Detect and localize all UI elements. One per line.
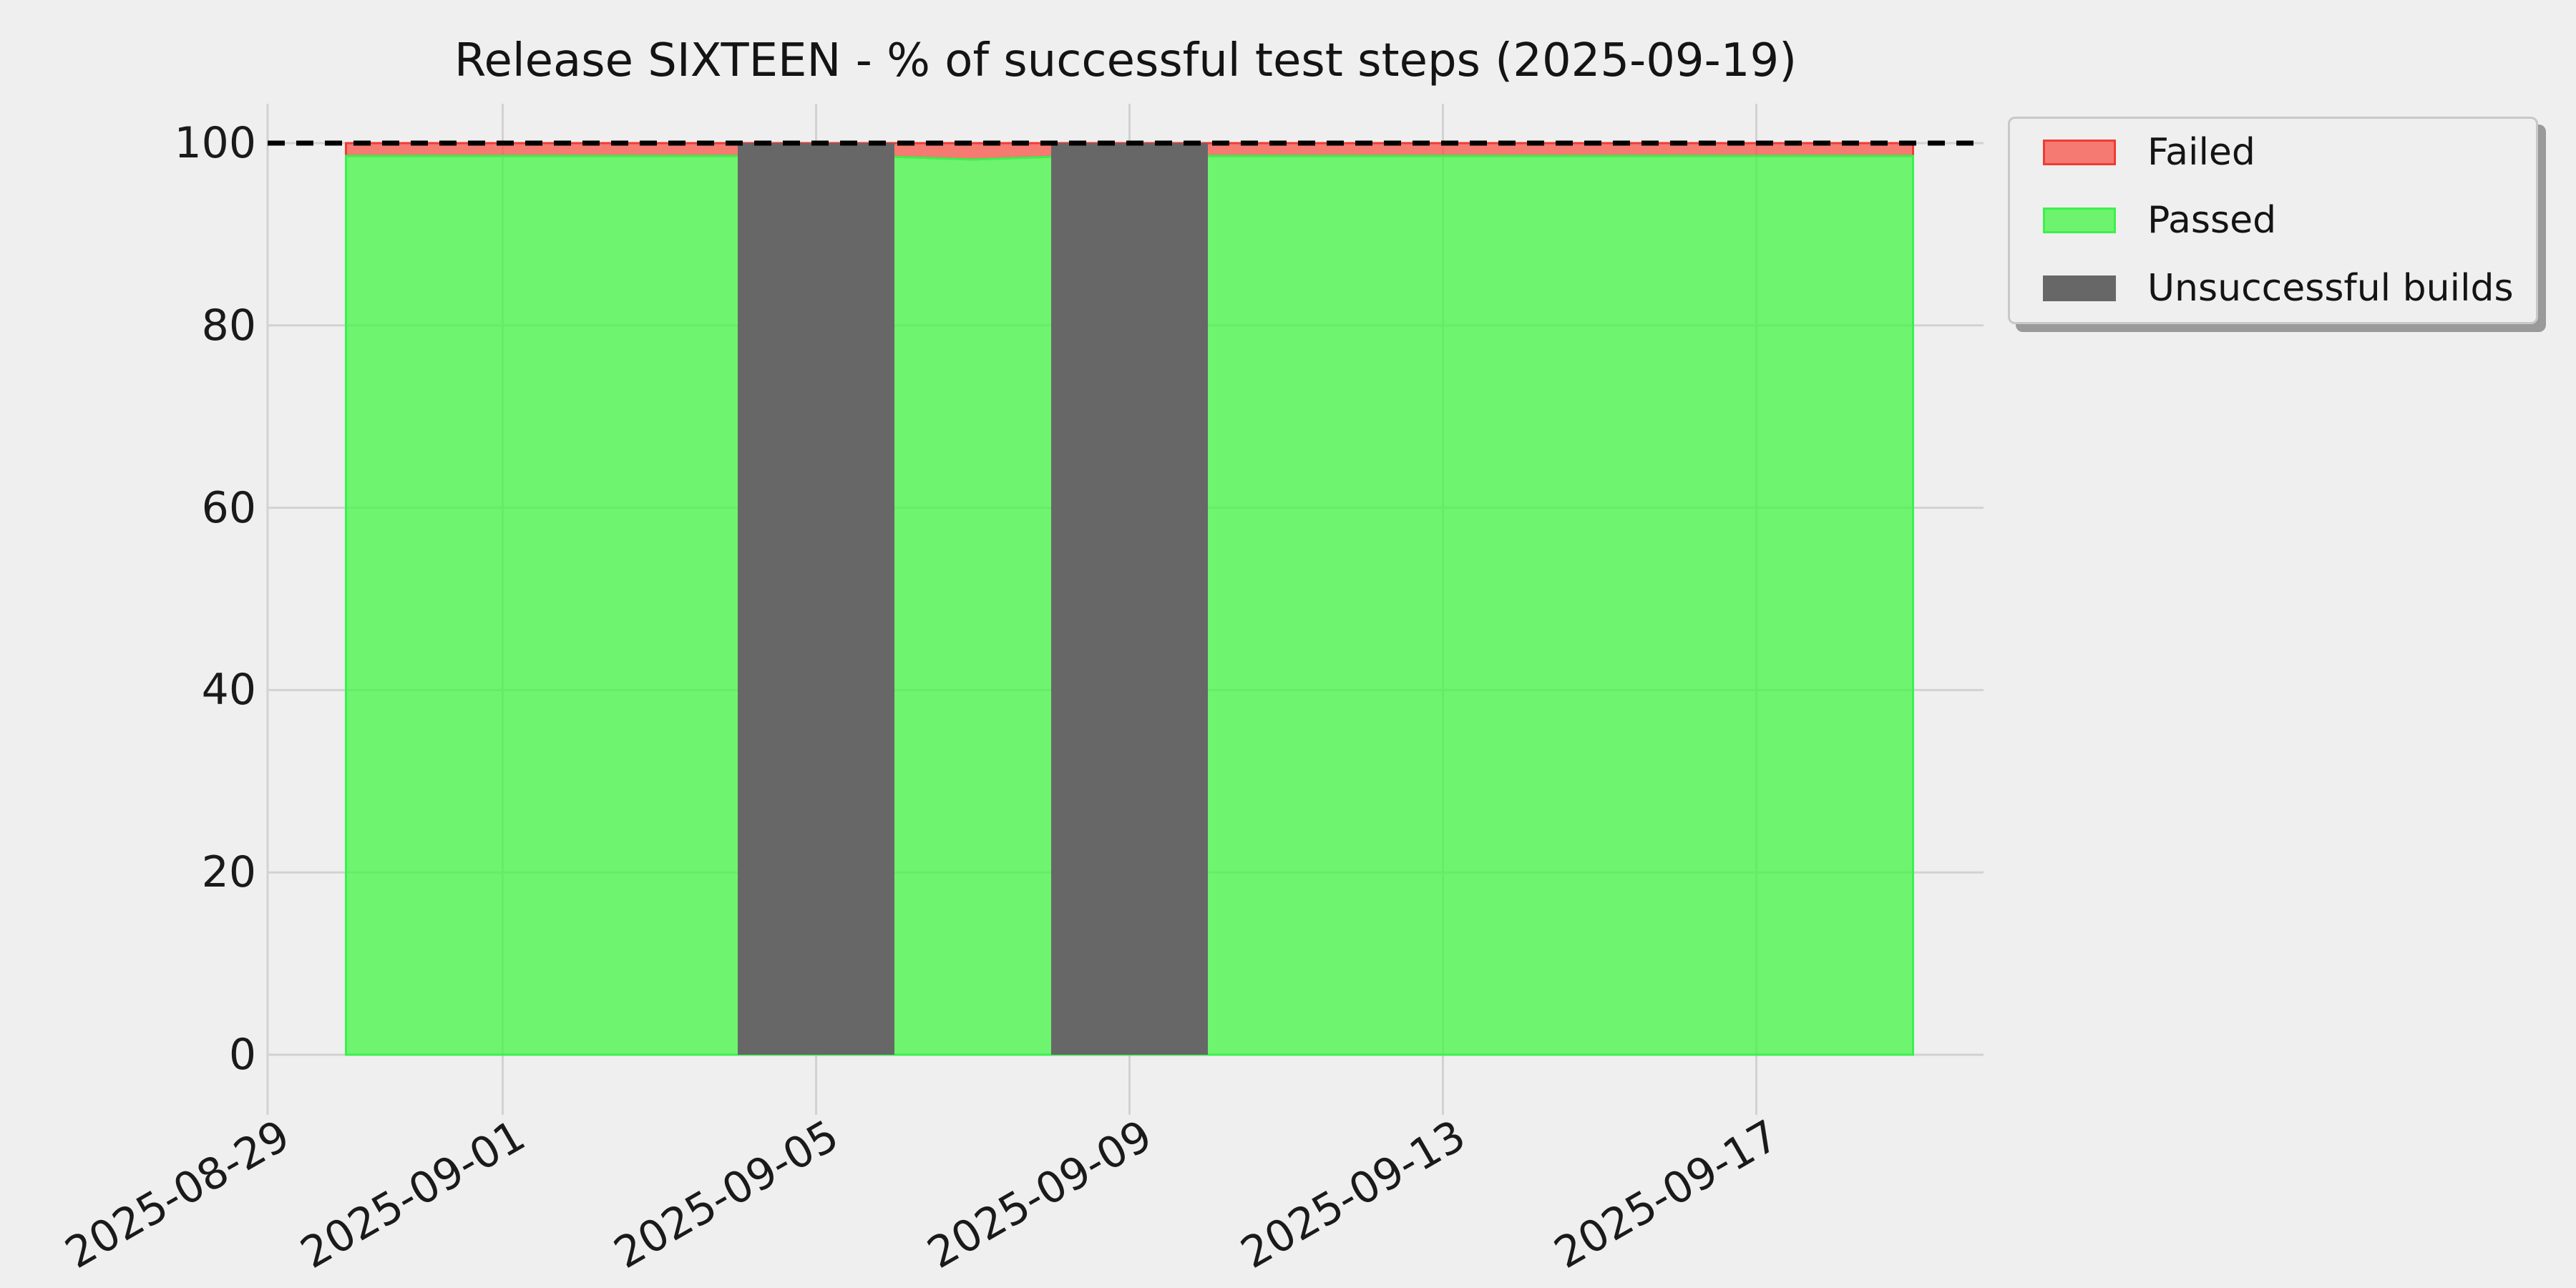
unsuccessful-build-span <box>1051 143 1208 1055</box>
y-tick-label: 40 <box>201 665 256 716</box>
legend-label: Passed <box>2147 199 2277 242</box>
legend-item: Passed <box>2043 199 2536 242</box>
legend-item: Unsuccessful builds <box>2043 267 2536 310</box>
legend-swatch-passed <box>2043 208 2116 233</box>
legend-swatch-failed <box>2043 140 2116 165</box>
y-tick-label: 80 <box>201 300 256 351</box>
legend-label: Unsuccessful builds <box>2147 267 2514 310</box>
chart-title: Release SIXTEEN - % of successful test s… <box>454 34 1797 87</box>
y-tick-label: 60 <box>201 482 256 533</box>
y-tick-label: 20 <box>201 847 256 898</box>
legend-item: Failed <box>2043 131 2536 174</box>
y-tick-label: 0 <box>228 1030 256 1080</box>
y-tick-label: 100 <box>174 118 256 168</box>
legend: Failed Passed Unsuccessful builds <box>2008 117 2538 324</box>
unsuccessful-build-span <box>738 143 894 1055</box>
legend-label: Failed <box>2147 131 2255 174</box>
legend-swatch-unsuccessful-builds <box>2043 275 2116 301</box>
